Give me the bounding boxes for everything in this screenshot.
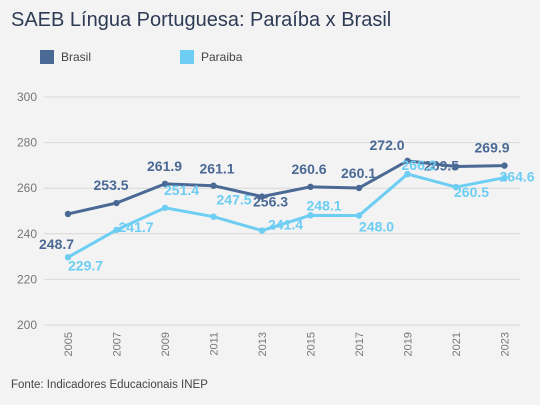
data-label: 241.7 <box>119 219 154 235</box>
data-point <box>64 254 72 261</box>
y-tick-label: 220 <box>17 272 37 286</box>
y-tick-label: 280 <box>17 136 37 150</box>
data-point <box>307 212 314 219</box>
y-tick-label: 240 <box>17 227 37 241</box>
data-label: 261.1 <box>200 161 235 177</box>
x-tick-label: 2019 <box>403 332 415 356</box>
data-label: 248.0 <box>359 219 394 235</box>
data-label: 229.7 <box>68 257 103 273</box>
data-point <box>113 226 120 234</box>
data-point <box>258 193 266 200</box>
data-label: 272.0 <box>370 137 405 153</box>
x-tick-label: 2007 <box>112 332 124 356</box>
data-point <box>355 184 363 192</box>
legend: Brasil Paraiba <box>0 48 540 68</box>
legend-swatch-brasil <box>40 50 54 64</box>
legend-label-paraiba: Paraiba <box>201 50 243 64</box>
x-tick-label: 2023 <box>500 332 512 356</box>
data-point <box>210 182 217 189</box>
x-tick-label: 2015 <box>306 332 318 356</box>
data-label: 260.1 <box>341 165 376 181</box>
data-point <box>161 204 169 212</box>
chart-title: SAEB Língua Portuguesa: Paraíba x Brasil <box>11 9 392 31</box>
data-point <box>452 183 460 191</box>
data-point <box>258 227 266 234</box>
data-label: 269.9 <box>475 140 510 156</box>
x-tick-label: 2013 <box>257 332 269 356</box>
series-line-paraiba <box>67 172 505 259</box>
x-tick-label: 2005 <box>63 332 75 356</box>
data-label: 247.5 <box>217 192 252 208</box>
legend-item-brasil: Brasil <box>40 48 91 66</box>
data-point <box>113 199 120 207</box>
x-tick-label: 2009 <box>160 332 172 356</box>
data-label: 248.7 <box>39 236 74 252</box>
data-point <box>452 163 460 170</box>
series-line-brasil <box>67 159 505 216</box>
data-point <box>501 174 508 181</box>
data-point <box>161 180 169 188</box>
data-label: 241.4 <box>268 217 303 233</box>
y-tick-label: 300 <box>17 90 37 104</box>
data-label: 266.2 <box>402 157 437 173</box>
data-label: 256.3 <box>253 194 288 210</box>
legend-swatch-paraiba <box>180 50 194 64</box>
data-label: 260.5 <box>454 184 489 200</box>
data-point <box>501 162 508 169</box>
data-label: 248.1 <box>307 197 342 213</box>
data-label: 269.5 <box>424 158 459 174</box>
data-label: 260.6 <box>292 161 327 177</box>
x-tick-label: 2017 <box>354 332 366 356</box>
data-point <box>404 157 411 165</box>
source-note: Fonte: Indicadores Educacionais INEP <box>11 379 208 391</box>
data-point <box>355 212 363 219</box>
data-point <box>404 170 411 178</box>
y-tick-label: 260 <box>17 181 37 195</box>
legend-item-paraiba: Paraiba <box>180 48 242 66</box>
y-tick-label: 200 <box>17 318 37 332</box>
data-label: 264.6 <box>500 169 535 185</box>
x-tick-label: 2011 <box>209 332 221 356</box>
x-tick-label: 2021 <box>451 332 463 356</box>
data-label: 261.9 <box>147 158 182 174</box>
data-label: 251.4 <box>164 182 199 198</box>
legend-label-brasil: Brasil <box>61 50 92 64</box>
data-point <box>307 183 314 191</box>
data-point <box>210 213 217 220</box>
data-label: 253.5 <box>94 177 129 193</box>
data-point <box>64 210 72 218</box>
